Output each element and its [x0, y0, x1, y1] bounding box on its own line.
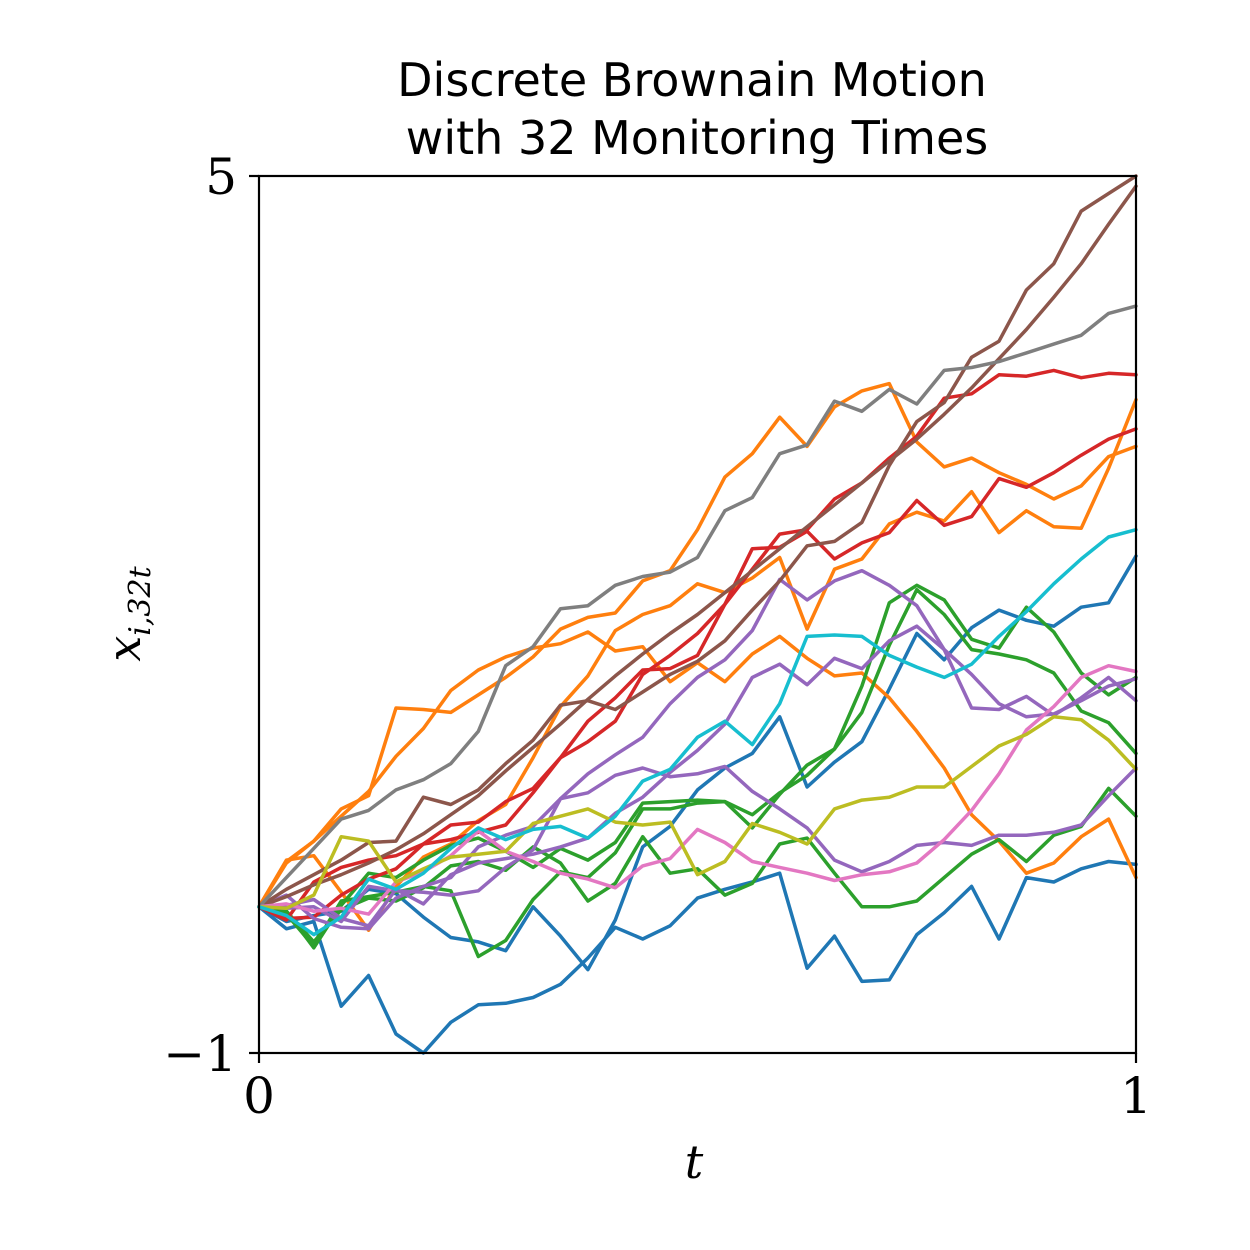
y-axis-label: xi,32t — [97, 565, 158, 661]
series-line-11 — [257, 624, 1138, 928]
series-line-1 — [257, 859, 1138, 1055]
series-line-13 — [257, 568, 1138, 931]
series-line-15 — [257, 184, 1138, 909]
x-tick-label-1: 0 — [243, 1067, 275, 1125]
ticks-layer: 0 1 5 −1 — [163, 148, 1152, 1125]
x-axis-label: t — [685, 1135, 704, 1189]
chart-title-line-1: Discrete Brownain Motion — [397, 53, 987, 107]
series-line-4 — [257, 381, 1138, 909]
y-axis-label-main: x — [97, 636, 151, 662]
series-line-9 — [257, 368, 1138, 922]
series-line-12 — [257, 764, 1138, 924]
series-line-2 — [257, 554, 1138, 972]
series-line-16 — [257, 304, 1138, 909]
series-line-8 — [257, 786, 1138, 944]
x-tick-label-2: 1 — [1120, 1067, 1152, 1125]
y-axis-label-subscript: i,32t — [123, 565, 158, 635]
series-layer — [257, 174, 1138, 1055]
y-tick-label-2: −1 — [163, 1025, 237, 1083]
series-line-5 — [257, 630, 1138, 909]
series-line-10 — [257, 427, 1138, 921]
series-line-14 — [257, 174, 1138, 909]
plot-area-frame — [257, 174, 1138, 1055]
series-line-18 — [257, 715, 1138, 911]
chart-title-line-2: with 32 Monitoring Times — [406, 111, 989, 165]
y-tick-label-1: 5 — [205, 148, 237, 206]
series-line-19 — [257, 527, 1138, 937]
